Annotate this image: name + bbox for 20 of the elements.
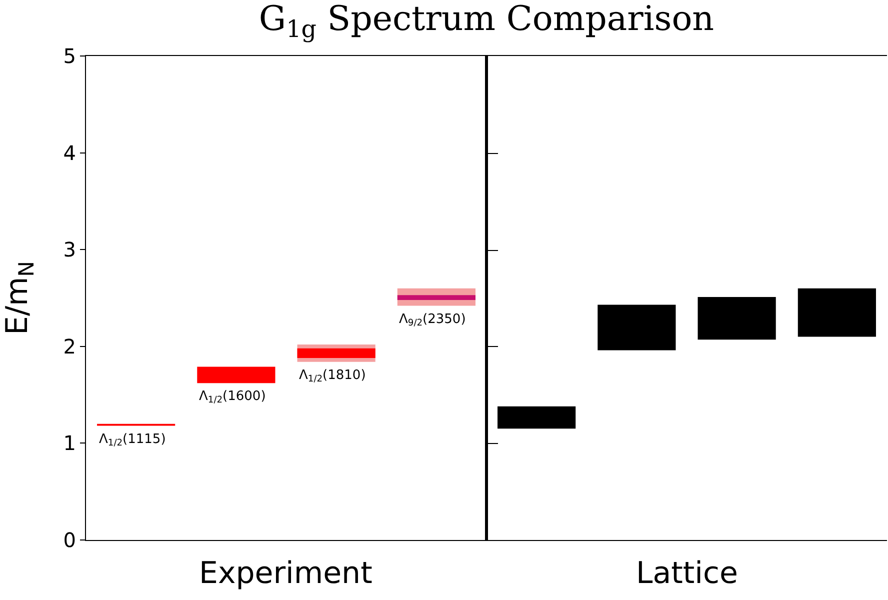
text: Lattice [636,556,738,591]
annotation: Λ$_{9/2}$(2350) [399,312,466,329]
bar [397,295,476,300]
y-tick-label: 0 [63,528,76,552]
text: Experiment [199,556,373,591]
bar [197,366,276,384]
bar [297,348,376,358]
bar [598,304,676,350]
y-tick-label: 4 [63,140,76,165]
y-tick-label: 3 [63,238,76,262]
y-tick-label: 2 [63,334,76,358]
annotation: Λ$_{1/2}$(1600) [199,389,266,406]
annotation: Λ$_{1/2}$(1810) [299,368,366,385]
bar [698,297,776,340]
bar [498,406,576,429]
chart-title: G$_{1g}$ Spectrum Comparison [258,0,714,43]
y-tick-label: 5 [63,44,76,68]
y-tick-label: 1 [63,431,76,456]
bar [798,288,876,337]
annotation: Λ$_{1/2}$(1115) [99,432,166,449]
